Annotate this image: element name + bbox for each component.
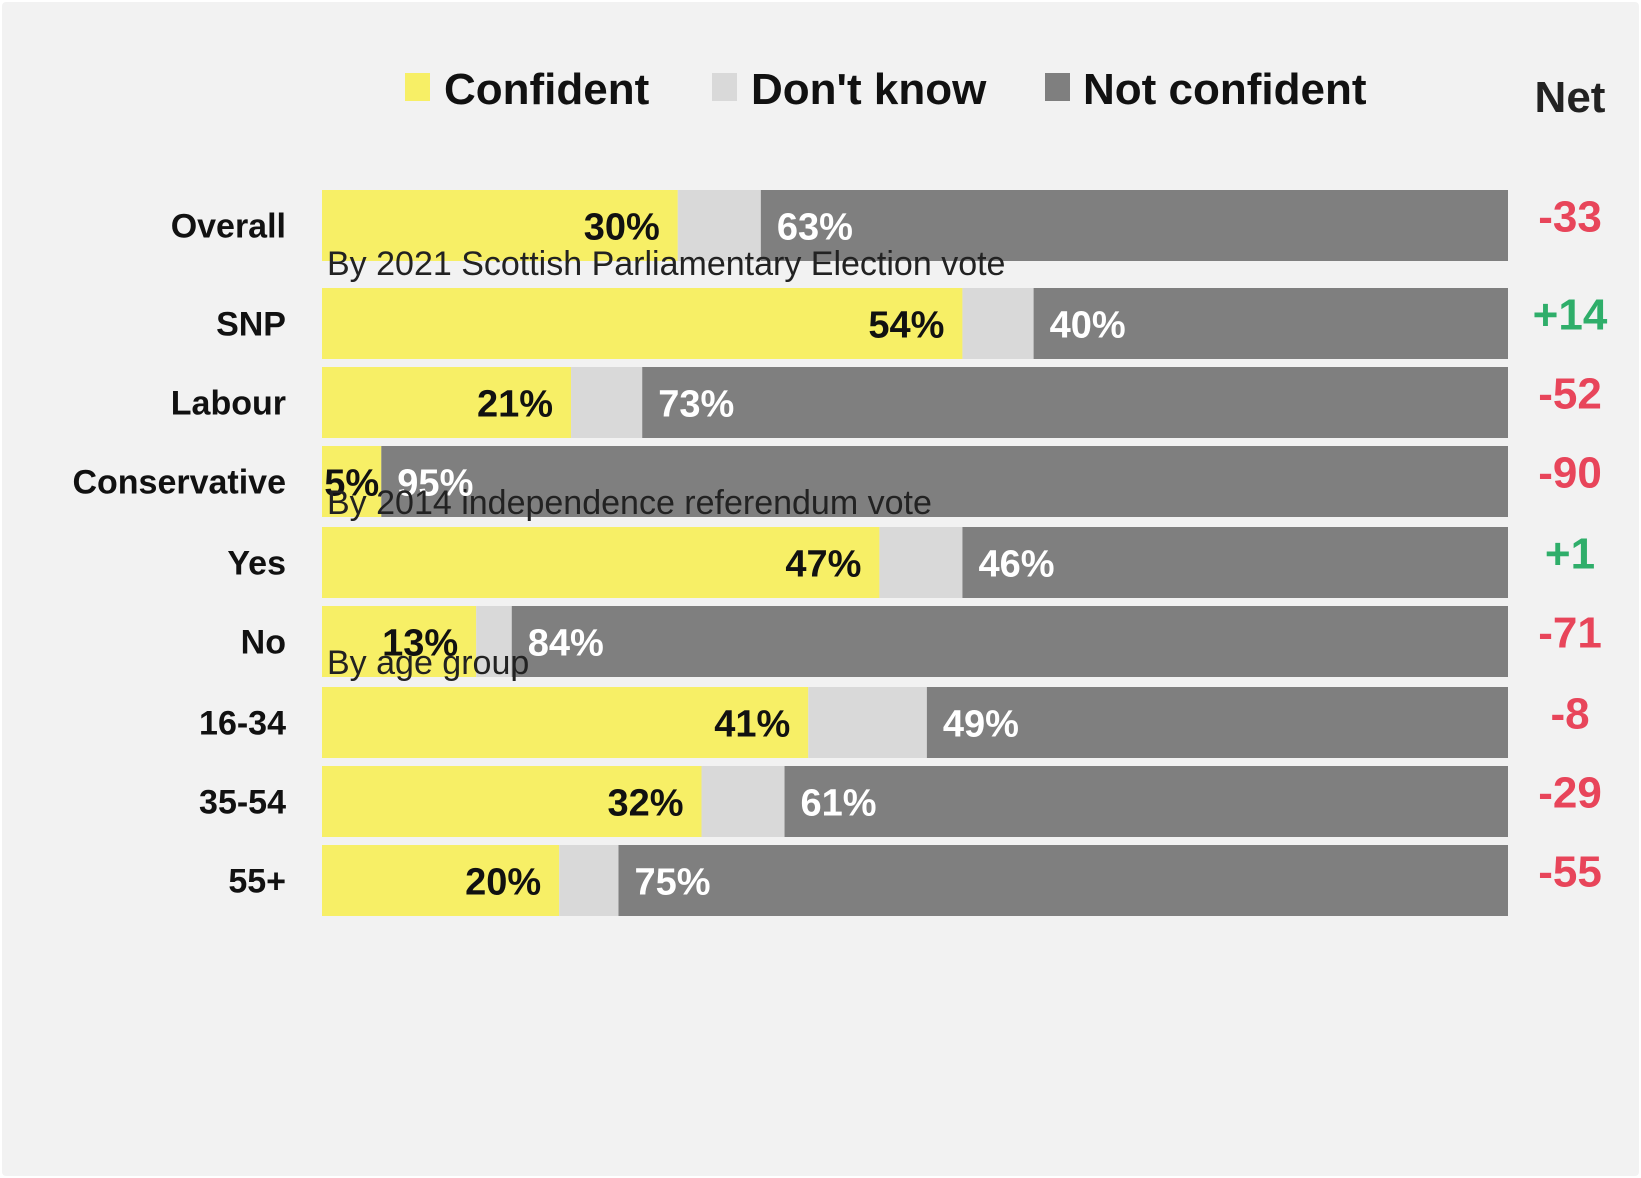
net-value: -55 bbox=[1538, 848, 1602, 897]
net-value: +1 bbox=[1545, 530, 1595, 579]
bar-segment-not-confident bbox=[784, 766, 1508, 837]
bar-segment-confident bbox=[322, 527, 880, 598]
value-label-confident: 41% bbox=[714, 704, 790, 746]
value-label-confident: 13% bbox=[382, 623, 458, 665]
bar-segment-not-confident bbox=[618, 845, 1508, 916]
bar-segment-confident bbox=[322, 190, 678, 261]
plot-area: Overall 30% 63% -33 By 2021 Scottish Parliam… bbox=[72, 190, 1608, 916]
bar-segment-dont-know bbox=[559, 845, 619, 916]
net-value: -29 bbox=[1538, 769, 1602, 818]
bar-segment-not-confident bbox=[962, 527, 1508, 598]
value-label-not-confident: 95% bbox=[397, 463, 473, 505]
row-label: 55+ bbox=[228, 863, 286, 901]
net-value: -90 bbox=[1538, 449, 1602, 498]
value-label-confident: 47% bbox=[785, 544, 861, 586]
row-label: No bbox=[241, 624, 286, 662]
bar-segment-confident bbox=[322, 446, 382, 517]
value-label-not-confident: 75% bbox=[635, 862, 711, 904]
value-label-not-confident: 73% bbox=[658, 384, 734, 426]
bar-segment-dont-know bbox=[808, 687, 927, 758]
legend-label-confident: Confident bbox=[444, 65, 650, 114]
net-column-header: Net bbox=[1535, 73, 1606, 122]
net-value: -52 bbox=[1538, 370, 1602, 419]
bar-segment-confident bbox=[322, 687, 809, 758]
net-value: -71 bbox=[1538, 609, 1602, 658]
bar-segment-not-confident bbox=[1033, 288, 1508, 359]
net-value: -33 bbox=[1538, 193, 1602, 242]
net-value: +14 bbox=[1533, 291, 1608, 340]
bar-segment-dont-know bbox=[571, 367, 643, 438]
bar-segment-confident bbox=[322, 606, 477, 677]
value-label-confident: 32% bbox=[607, 783, 683, 825]
row-label: Yes bbox=[227, 545, 286, 583]
value-label-confident: 5% bbox=[324, 463, 379, 505]
legend: Confident Don't know Not confident Net bbox=[405, 65, 1606, 122]
value-label-not-confident: 46% bbox=[978, 544, 1054, 586]
row-label: Conservative bbox=[72, 464, 286, 502]
value-label-not-confident: 40% bbox=[1050, 305, 1126, 347]
legend-label-not-confident: Not confident bbox=[1083, 65, 1367, 114]
net-value: -8 bbox=[1550, 690, 1589, 739]
group-title: By age group bbox=[327, 644, 529, 682]
bar-segment-not-confident bbox=[381, 446, 1508, 517]
bar-segment-dont-know bbox=[476, 606, 512, 677]
value-label-confident: 21% bbox=[477, 384, 553, 426]
legend-swatch-dont-know bbox=[712, 73, 737, 101]
value-label-confident: 54% bbox=[868, 305, 944, 347]
bar-segment-not-confident bbox=[926, 687, 1508, 758]
value-label-not-confident: 84% bbox=[528, 623, 604, 665]
legend-swatch-not-confident bbox=[1045, 73, 1070, 101]
bar-segment-confident bbox=[322, 367, 572, 438]
value-label-not-confident: 61% bbox=[801, 783, 877, 825]
row-label: 35-54 bbox=[199, 784, 286, 822]
group-title: By 2014 independence referendum vote bbox=[327, 484, 932, 522]
row-label: Overall bbox=[171, 208, 286, 246]
group-title: By 2021 Scottish Parliamentary Election … bbox=[327, 245, 1005, 283]
bar-segment-dont-know bbox=[962, 288, 1034, 359]
legend-swatch-confident bbox=[405, 73, 430, 101]
legend-label-dont-know: Don't know bbox=[751, 65, 987, 114]
row-label: Labour bbox=[171, 385, 286, 423]
bar-segment-confident bbox=[322, 845, 560, 916]
value-label-not-confident: 63% bbox=[777, 207, 853, 249]
value-label-confident: 30% bbox=[584, 207, 660, 249]
row-label: 16-34 bbox=[199, 705, 286, 743]
bar-segment-dont-know bbox=[677, 190, 761, 261]
bar-segment-dont-know bbox=[879, 527, 963, 598]
bar-segment-not-confident bbox=[642, 367, 1508, 438]
bar-segment-not-confident bbox=[760, 190, 1508, 261]
bar-segment-not-confident bbox=[511, 606, 1508, 677]
row-label: SNP bbox=[216, 306, 286, 344]
value-label-not-confident: 49% bbox=[943, 704, 1019, 746]
bar-segment-dont-know bbox=[701, 766, 785, 837]
bar-segment-confident bbox=[322, 766, 702, 837]
bar-segment-confident bbox=[322, 288, 963, 359]
value-label-confident: 20% bbox=[465, 862, 541, 904]
